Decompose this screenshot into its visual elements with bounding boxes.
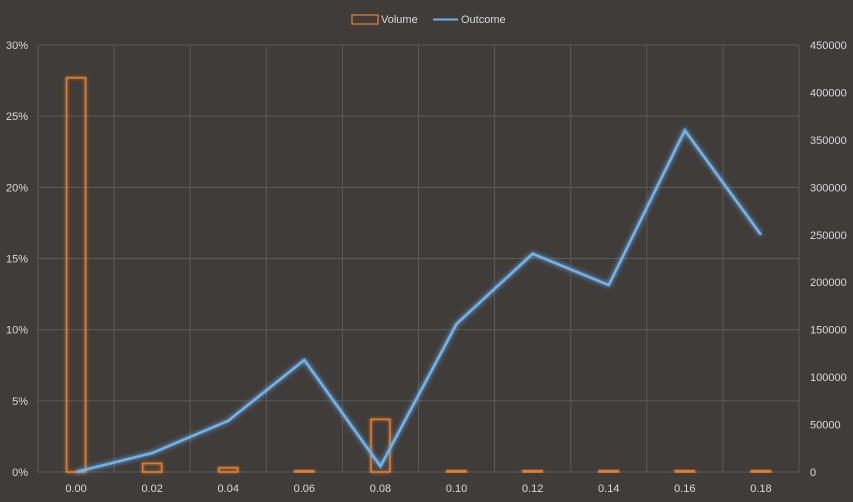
volume-bar — [370, 418, 391, 473]
right-axis-tick-label: 50000 — [810, 420, 841, 432]
volume-bar — [598, 469, 620, 473]
legend-swatch-volume — [351, 14, 379, 25]
right-axis-tick-label: 0 — [810, 467, 816, 479]
volume-bar — [141, 462, 163, 473]
x-axis-tick-label: 0.08 — [370, 483, 391, 495]
volume-bar — [65, 76, 87, 473]
gridlines — [37, 44, 800, 473]
legend-label-volume: Volume — [381, 14, 418, 26]
legend: Volume Outcome — [351, 14, 506, 26]
left-axis-tick-label: 15% — [6, 254, 28, 266]
x-axis-tick-label: 0.14 — [598, 483, 619, 495]
left-axis-tick-label: 5% — [12, 396, 28, 408]
volume-bar — [674, 469, 696, 473]
x-axis-tick-label: 0.16 — [674, 483, 695, 495]
right-axis-tick-label: 150000 — [810, 325, 847, 337]
outcome-line-group — [75, 127, 763, 474]
volume-bar — [217, 466, 239, 473]
left-axis-tick-label: 0% — [12, 467, 28, 479]
right-axis-tick-label: 350000 — [810, 135, 847, 147]
volume-bar — [446, 469, 467, 473]
legend-label-outcome: Outcome — [461, 14, 506, 26]
x-axis-tick-label: 0.18 — [750, 483, 771, 495]
x-axis-tick-label: 0.02 — [141, 483, 162, 495]
right-axis-tick-label: 300000 — [810, 182, 847, 194]
right-axis-tick-label: 450000 — [810, 40, 847, 52]
left-axis-tick-label: 30% — [6, 40, 28, 52]
volume-bar — [294, 469, 315, 473]
right-axis-tick-label: 250000 — [810, 230, 847, 242]
x-axis-tick-label: 0.12 — [522, 483, 543, 495]
x-axis-tick-label: 0.04 — [218, 483, 239, 495]
left-axis-tick-label: 25% — [6, 111, 28, 123]
volume-bar — [750, 469, 772, 473]
x-axis-tick-label: 0.06 — [294, 483, 315, 495]
right-axis-ticks: 0 50000 100000 150000 200000 250000 300000 3500… — [810, 40, 847, 479]
volume-bar — [522, 469, 543, 473]
x-axis-ticks: 0.00 0.02 0.04 0.06 0.08 0.10 0.12 0.14 0.16 0.18 — [65, 483, 771, 495]
right-axis-tick-label: 100000 — [810, 372, 847, 384]
right-axis-tick-label: 200000 — [810, 277, 847, 289]
left-axis-tick-label: 20% — [6, 182, 28, 194]
left-axis-ticks: 0% 5% 10% 15% 20% 25% 30% — [6, 40, 28, 479]
right-axis-tick-label: 400000 — [810, 87, 847, 99]
x-axis-tick-label: 0.10 — [446, 483, 467, 495]
outcome-line — [75, 127, 763, 474]
left-axis-tick-label: 10% — [6, 325, 28, 337]
x-axis-tick-label: 0.00 — [65, 483, 86, 495]
